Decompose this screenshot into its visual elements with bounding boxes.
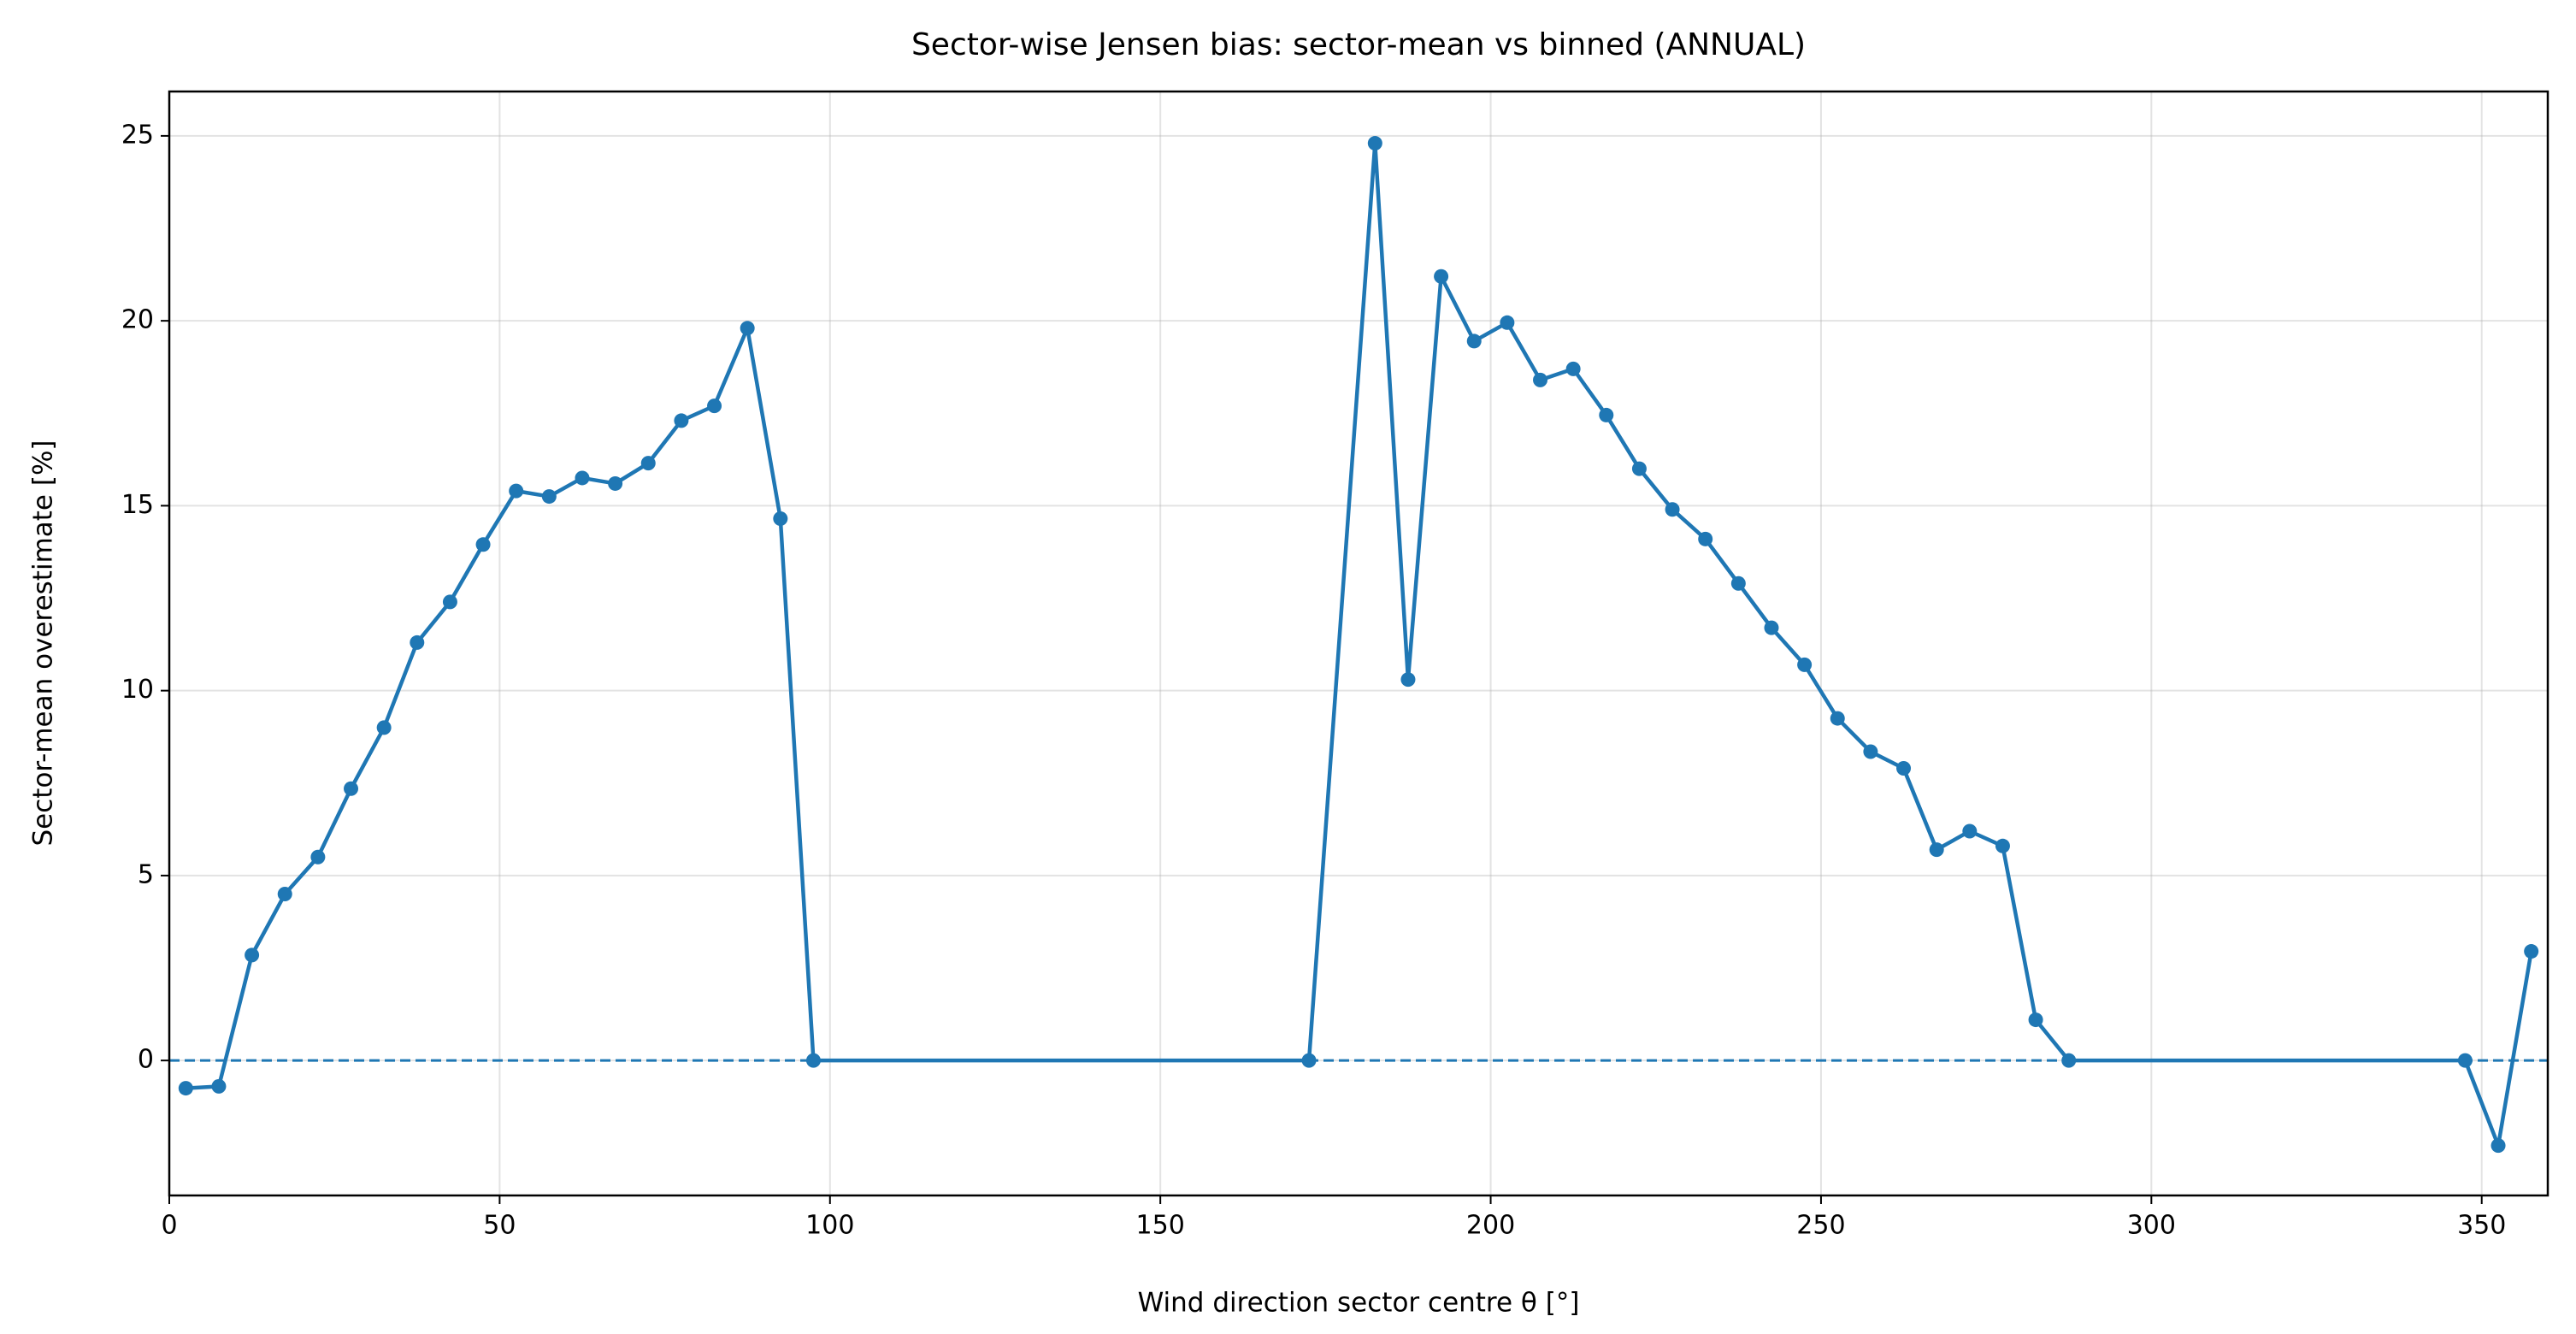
- y-tick-label: 20: [121, 305, 154, 335]
- data-point: [1466, 334, 1482, 349]
- data-point: [608, 475, 623, 491]
- data-point: [1565, 361, 1581, 376]
- data-point: [1929, 842, 1944, 858]
- data-point: [707, 398, 722, 414]
- data-point: [773, 511, 788, 527]
- data-point: [541, 489, 557, 505]
- data-point: [1830, 711, 1845, 726]
- data-point: [1533, 372, 1548, 387]
- data-point: [1797, 657, 1813, 672]
- data-point: [1434, 269, 1449, 284]
- data-point: [674, 413, 689, 428]
- x-tick-label: 300: [2127, 1211, 2176, 1241]
- data-point: [1730, 576, 1746, 591]
- data-point: [376, 720, 392, 735]
- x-tick-label: 150: [1136, 1211, 1185, 1241]
- data-point: [509, 483, 524, 499]
- data-point: [211, 1078, 227, 1094]
- data-point: [2061, 1053, 2077, 1068]
- data-point: [475, 537, 491, 552]
- y-tick-label: 10: [121, 675, 154, 705]
- data-point: [1962, 823, 1978, 839]
- data-point: [575, 470, 590, 486]
- data-point: [1599, 407, 1614, 422]
- data-point: [277, 887, 292, 902]
- data-point: [2028, 1012, 2043, 1028]
- data-point: [310, 849, 326, 865]
- data-point: [740, 321, 755, 336]
- data-point: [344, 781, 359, 796]
- data-point: [245, 947, 260, 963]
- data-point: [1665, 502, 1680, 517]
- data-point: [1400, 672, 1416, 688]
- y-tick-label: 5: [138, 859, 154, 889]
- data-point: [178, 1081, 193, 1096]
- y-axis-label: Sector-mean overestimate [%]: [28, 440, 59, 847]
- chart-title: Sector-wise Jensen bias: sector-mean vs …: [911, 27, 1806, 62]
- y-tick-label: 0: [138, 1045, 154, 1075]
- data-point: [1764, 620, 1779, 635]
- data-point: [442, 594, 457, 610]
- data-point: [1896, 760, 1912, 776]
- x-tick-label: 250: [1796, 1211, 1845, 1241]
- x-tick-label: 100: [805, 1211, 854, 1241]
- x-tick-label: 0: [161, 1211, 177, 1241]
- x-tick-label: 50: [483, 1211, 516, 1241]
- x-tick-label: 350: [2457, 1211, 2506, 1241]
- data-point: [2491, 1138, 2506, 1154]
- data-point: [410, 635, 425, 650]
- data-point: [805, 1053, 821, 1068]
- data-point: [2524, 944, 2539, 959]
- x-tick-label: 200: [1466, 1211, 1515, 1241]
- y-tick-label: 25: [121, 120, 154, 150]
- data-point: [1698, 531, 1713, 546]
- series-line: [186, 141, 2533, 1148]
- x-axis-label: Wind direction sector centre θ [°]: [1138, 1288, 1580, 1319]
- y-tick-label: 15: [121, 490, 154, 520]
- data-point: [640, 456, 656, 471]
- data-point: [1500, 315, 1515, 330]
- data-point: [1995, 838, 2010, 853]
- plot-frame: [168, 90, 2549, 1197]
- data-point: [2457, 1053, 2473, 1068]
- data-point: [1863, 744, 1878, 759]
- data-point: [1301, 1053, 1317, 1068]
- data-point: [1367, 136, 1382, 151]
- data-point: [1631, 461, 1647, 476]
